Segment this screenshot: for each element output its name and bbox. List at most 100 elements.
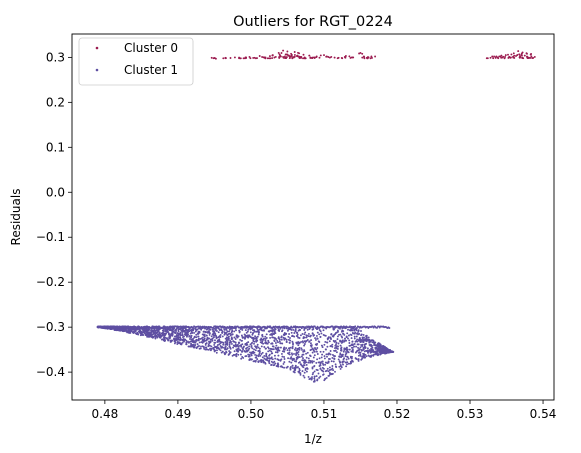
cluster-1-point <box>347 357 350 360</box>
cluster-0-point <box>318 56 321 59</box>
cluster-1-point <box>357 351 360 354</box>
cluster-1-point <box>340 365 342 368</box>
cluster-1-point <box>352 350 354 353</box>
cluster-1-point <box>268 349 271 352</box>
cluster-0-point <box>361 52 364 55</box>
cluster-1-point <box>212 336 215 339</box>
cluster-1-point <box>385 351 387 354</box>
cluster-1-point <box>208 333 211 336</box>
cluster-1-point <box>306 351 309 354</box>
cluster-1-point <box>336 335 339 338</box>
cluster-1-point <box>263 354 266 357</box>
cluster-1-point <box>365 342 368 345</box>
cluster-1-point <box>185 339 188 342</box>
cluster-1-point <box>273 360 276 363</box>
cluster-1-point <box>297 350 300 353</box>
cluster-1-point <box>240 339 243 342</box>
cluster-1-point <box>206 338 209 341</box>
cluster-1-point <box>282 336 285 339</box>
cluster-0-point <box>269 57 272 60</box>
cluster-1-point <box>172 330 175 333</box>
cluster-1-point <box>363 336 365 339</box>
cluster-0-point <box>224 57 227 60</box>
legend-marker-cluster-1 <box>95 68 99 72</box>
cluster-1-point <box>247 341 250 344</box>
cluster-1-point <box>266 357 269 360</box>
cluster-1-point <box>292 370 295 373</box>
cluster-1-point <box>190 334 193 337</box>
cluster-1-point <box>177 332 180 335</box>
cluster-1-point <box>233 330 236 333</box>
cluster-1-point <box>175 337 178 340</box>
cluster-1-point <box>226 334 229 337</box>
cluster-1-point <box>254 345 257 348</box>
cluster-1-point <box>228 345 231 348</box>
cluster-1-point <box>228 341 231 344</box>
cluster-1-point <box>277 358 280 361</box>
cluster-1-point <box>276 364 279 367</box>
cluster-1-point <box>334 355 336 358</box>
cluster-1-point <box>350 337 353 340</box>
cluster-1-point <box>315 375 318 378</box>
cluster-1-point <box>195 336 198 339</box>
cluster-1-point <box>291 347 294 350</box>
cluster-0-point <box>504 54 507 57</box>
cluster-1-point <box>216 346 219 349</box>
cluster-1-point <box>315 368 318 371</box>
cluster-1-point <box>285 340 288 343</box>
cluster-1-point <box>337 330 339 333</box>
cluster-1-point <box>324 340 327 343</box>
cluster-1-point <box>158 331 161 334</box>
cluster-1-point <box>347 362 350 365</box>
cluster-1-point <box>203 333 206 336</box>
cluster-0-point <box>229 57 232 59</box>
cluster-1-point <box>154 337 157 340</box>
cluster-1-point <box>311 376 313 379</box>
cluster-1-point <box>360 330 362 332</box>
cluster-1-point <box>264 339 267 342</box>
cluster-1-point <box>253 329 256 332</box>
cluster-1-point <box>228 332 231 335</box>
cluster-1-point <box>195 333 198 336</box>
cluster-1-point <box>323 379 326 382</box>
cluster-0-point <box>527 57 530 60</box>
cluster-1-point <box>380 346 382 348</box>
cluster-1-point <box>219 345 222 347</box>
cluster-1-point <box>255 347 258 350</box>
cluster-1-point <box>205 346 208 349</box>
cluster-1-point <box>320 344 323 347</box>
cluster-1-point <box>316 337 319 340</box>
cluster-1-point <box>359 353 362 356</box>
cluster-1-point <box>216 344 219 347</box>
y-tick-label: 0.0 <box>46 185 65 199</box>
cluster-1-point <box>309 355 312 358</box>
cluster-1-point <box>321 366 324 369</box>
cluster-1-point <box>348 344 351 347</box>
cluster-1-point <box>354 325 357 328</box>
cluster-1-point <box>228 350 231 353</box>
cluster-1-point <box>357 339 360 342</box>
cluster-0-point <box>325 55 328 58</box>
cluster-1-point <box>263 346 266 348</box>
cluster-1-point <box>340 325 343 328</box>
cluster-1-point <box>288 333 291 335</box>
cluster-1-point <box>212 330 215 333</box>
cluster-1-point <box>249 351 251 354</box>
cluster-1-point <box>267 346 269 349</box>
cluster-1-point <box>273 354 276 357</box>
cluster-1-point <box>250 352 253 355</box>
cluster-1-point <box>191 345 193 348</box>
cluster-1-point <box>224 352 227 355</box>
cluster-1-point <box>266 359 269 362</box>
cluster-1-point <box>247 328 250 331</box>
cluster-1-point <box>238 331 241 334</box>
cluster-1-point <box>289 357 292 360</box>
cluster-0-point <box>268 55 271 58</box>
cluster-1-point <box>197 325 200 328</box>
cluster-1-point <box>285 327 288 330</box>
cluster-1-point <box>222 343 225 346</box>
cluster-1-point <box>243 333 246 336</box>
cluster-1-point <box>185 341 188 344</box>
cluster-1-point <box>327 352 330 355</box>
cluster-0-point <box>330 55 333 58</box>
